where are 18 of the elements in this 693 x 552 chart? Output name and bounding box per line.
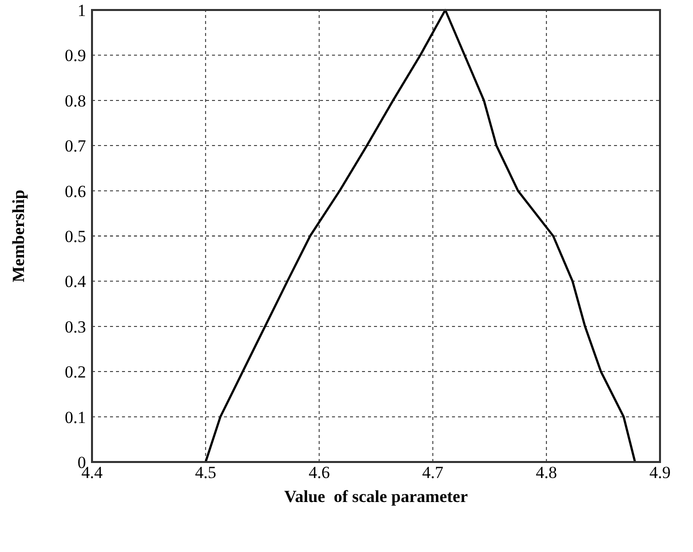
y-tick-label: 0.6 — [64, 182, 86, 201]
y-tick-label: 0.5 — [64, 226, 86, 246]
y-tick-label: 0.3 — [64, 317, 86, 336]
x-tick-label: 4.7 — [422, 463, 444, 482]
x-tick-label: 4.5 — [194, 463, 216, 482]
x-tick-label: 4.8 — [536, 463, 558, 482]
y-tick-label: 1 — [78, 0, 86, 20]
x-tick-label: 4.9 — [649, 463, 671, 482]
y-tick-label: 0.4 — [64, 272, 86, 292]
y-tick-label: 0.7 — [64, 136, 86, 156]
y-tick-label: 0.1 — [64, 408, 86, 427]
x-tick-label: 4.6 — [308, 463, 330, 482]
y-axis-title: Membership — [9, 190, 28, 282]
y-tick-label: 0.9 — [64, 46, 86, 66]
line-series — [204, 8, 636, 464]
x-axis-title: Value of scale parameter — [284, 487, 468, 506]
y-tick-label: 0.2 — [64, 362, 86, 382]
y-tick-label: 0.8 — [64, 91, 86, 110]
